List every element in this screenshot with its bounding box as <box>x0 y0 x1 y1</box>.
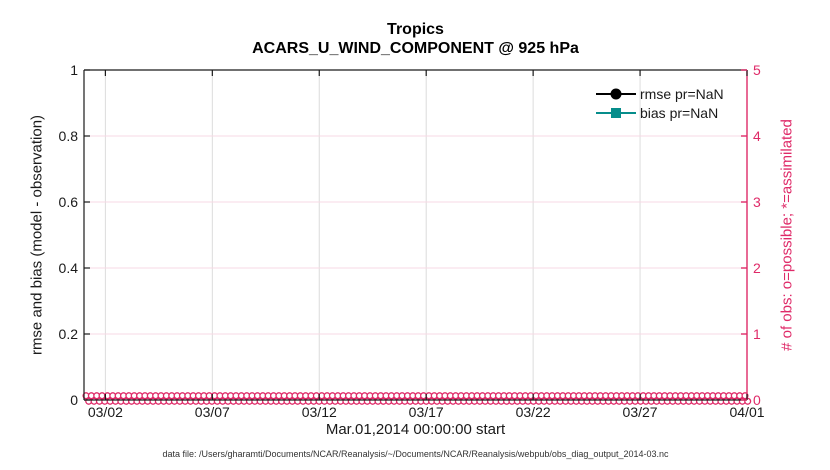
left-y-tick-label: 0.2 <box>58 326 78 342</box>
legend-label: rmse pr=NaN <box>640 85 724 102</box>
right-y-tick-label: 5 <box>753 62 761 78</box>
left-y-tick-label: 0.8 <box>58 128 78 144</box>
right-y-axis-label: # of obs: o=possible; *=assimilated <box>778 119 796 351</box>
right-y-tick-label: 1 <box>753 326 761 342</box>
chart-title: Tropics <box>387 21 444 38</box>
right-y-tick-label: 0 <box>753 392 761 408</box>
left-y-tick-label: 0 <box>70 392 78 408</box>
x-tick-label: 03/17 <box>408 404 444 420</box>
x-tick-label: 03/27 <box>622 404 658 420</box>
x-tick-label: 04/01 <box>729 404 765 420</box>
bias-marker-icon <box>596 106 636 120</box>
chart-subtitle: ACARS_U_WIND_COMPONENT @ 925 hPa <box>252 40 579 57</box>
x-tick-label: 03/12 <box>301 404 337 420</box>
left-y-tick-label: 0.6 <box>58 194 78 210</box>
legend-label: bias pr=NaN <box>640 104 719 121</box>
left-y-axis-label: rmse and bias (model - observation) <box>28 114 46 356</box>
x-tick-label: 03/22 <box>515 404 551 420</box>
rmse-marker-icon <box>596 87 636 101</box>
right-y-tick-label: 3 <box>753 194 761 210</box>
legend: rmse pr=NaN bias pr=NaN <box>596 84 724 122</box>
right-y-tick-label: 4 <box>753 128 761 144</box>
x-axis-label: Mar.01,2014 00:00:00 start <box>325 421 506 438</box>
data-file-note: data file: /Users/gharamti/Documents/NCA… <box>162 449 669 459</box>
legend-item: rmse pr=NaN <box>596 84 724 103</box>
left-y-tick-label: 1 <box>70 62 78 78</box>
legend-item: bias pr=NaN <box>596 103 724 122</box>
x-tick-label: 03/02 <box>87 404 123 420</box>
right-y-tick-label: 2 <box>753 260 761 276</box>
left-y-tick-label: 0.4 <box>58 260 78 276</box>
x-tick-label: 03/07 <box>194 404 230 420</box>
